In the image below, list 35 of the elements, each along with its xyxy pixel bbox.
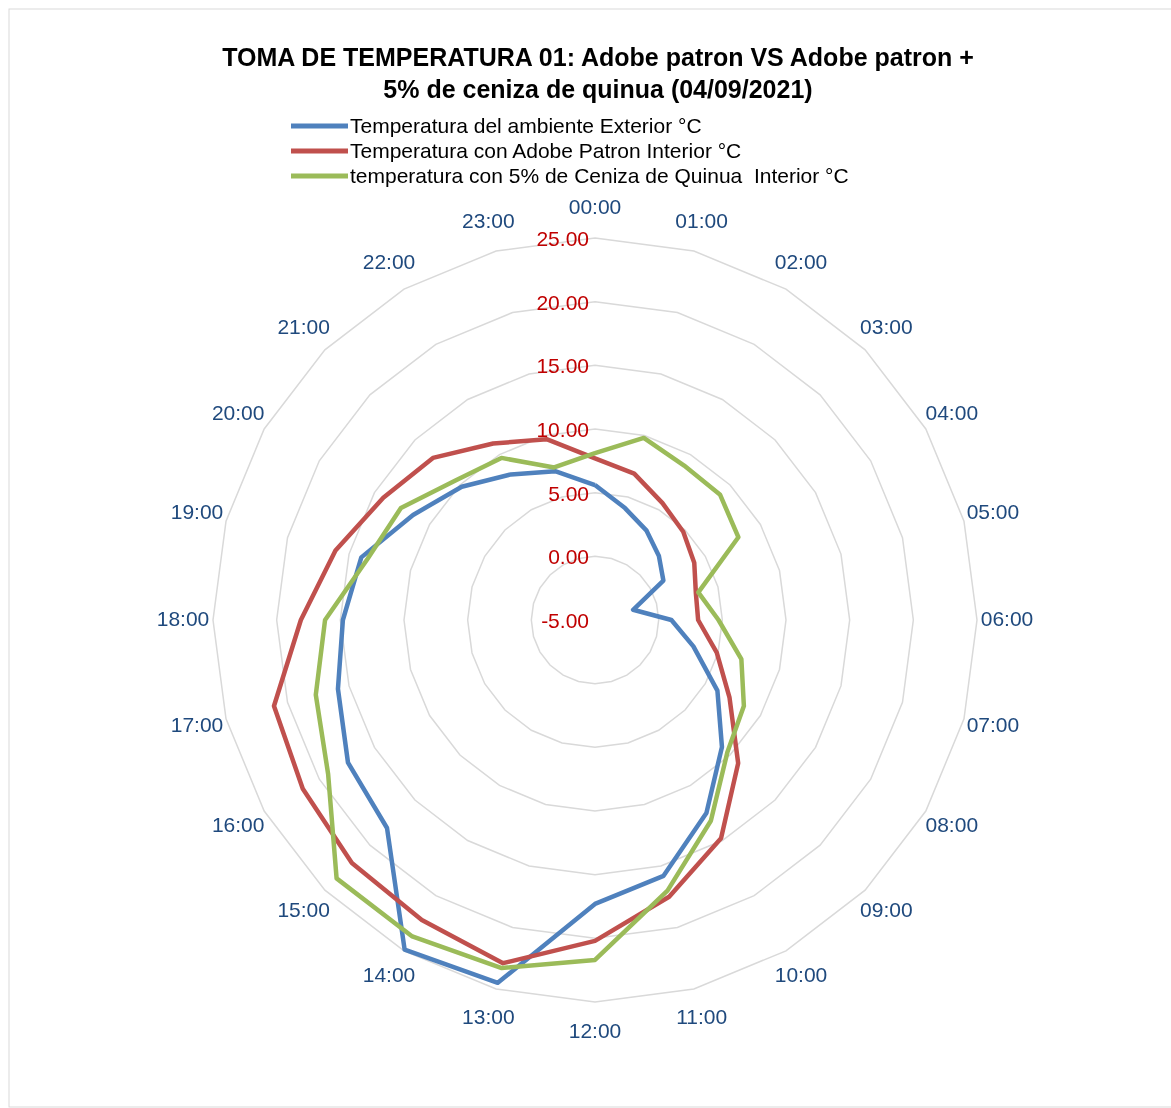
y-tick-label: 25.00: [536, 227, 589, 250]
spoke-label: 18:00: [156, 606, 210, 630]
y-tick-label: -5.00: [541, 609, 589, 632]
spoke-label: 15:00: [277, 897, 330, 921]
spoke-label: 19:00: [170, 499, 224, 523]
spoke-label: 02:00: [774, 249, 828, 273]
spoke-label: 12:00: [568, 1018, 622, 1042]
spoke-label: 21:00: [277, 315, 330, 339]
y-tick-label: 5.00: [548, 481, 589, 505]
spoke-label: 16:00: [211, 812, 265, 836]
spoke-label: 14:00: [362, 963, 416, 987]
spoke-label: 01:00: [675, 208, 728, 232]
spoke-label: 08:00: [925, 812, 979, 836]
legend-label: temperatura con 5% de Ceniza de Quinua Interior °C: [350, 164, 849, 187]
spoke-label: 03:00: [860, 315, 913, 339]
spoke-label: 17:00: [170, 713, 224, 737]
y-tick-label: 20.00: [536, 290, 589, 314]
y-tick-label: 15.00: [536, 354, 589, 378]
spoke-label: 13:00: [462, 1004, 515, 1028]
y-tick-label: 10.00: [536, 418, 589, 441]
spoke-label: 05:00: [966, 499, 1020, 523]
spoke-label: 20:00: [211, 400, 265, 424]
chart-title: TOMA DE TEMPERATURA 01: Adobe patron VS Adobe patron + 5% de ceniza de quinua (04/09/2021): [222, 43, 974, 103]
spoke-label: 04:00: [925, 400, 979, 424]
spoke-label: 10:00: [774, 963, 828, 987]
spoke-label: 06:00: [980, 606, 1034, 630]
spoke-label: 22:00: [362, 249, 416, 273]
spoke-label: 23:00: [462, 208, 515, 232]
spoke-label: 11:00: [676, 1004, 728, 1028]
spoke-label: 09:00: [860, 897, 913, 921]
spoke-label: 00:00: [568, 194, 622, 218]
spoke-label: 07:00: [966, 713, 1020, 737]
y-tick-label: 0.00: [548, 545, 589, 569]
legend-label: Temperatura con Adobe Patron Interior °C: [350, 139, 742, 162]
legend-label: Temperatura del ambiente Exterior °C: [350, 114, 702, 137]
